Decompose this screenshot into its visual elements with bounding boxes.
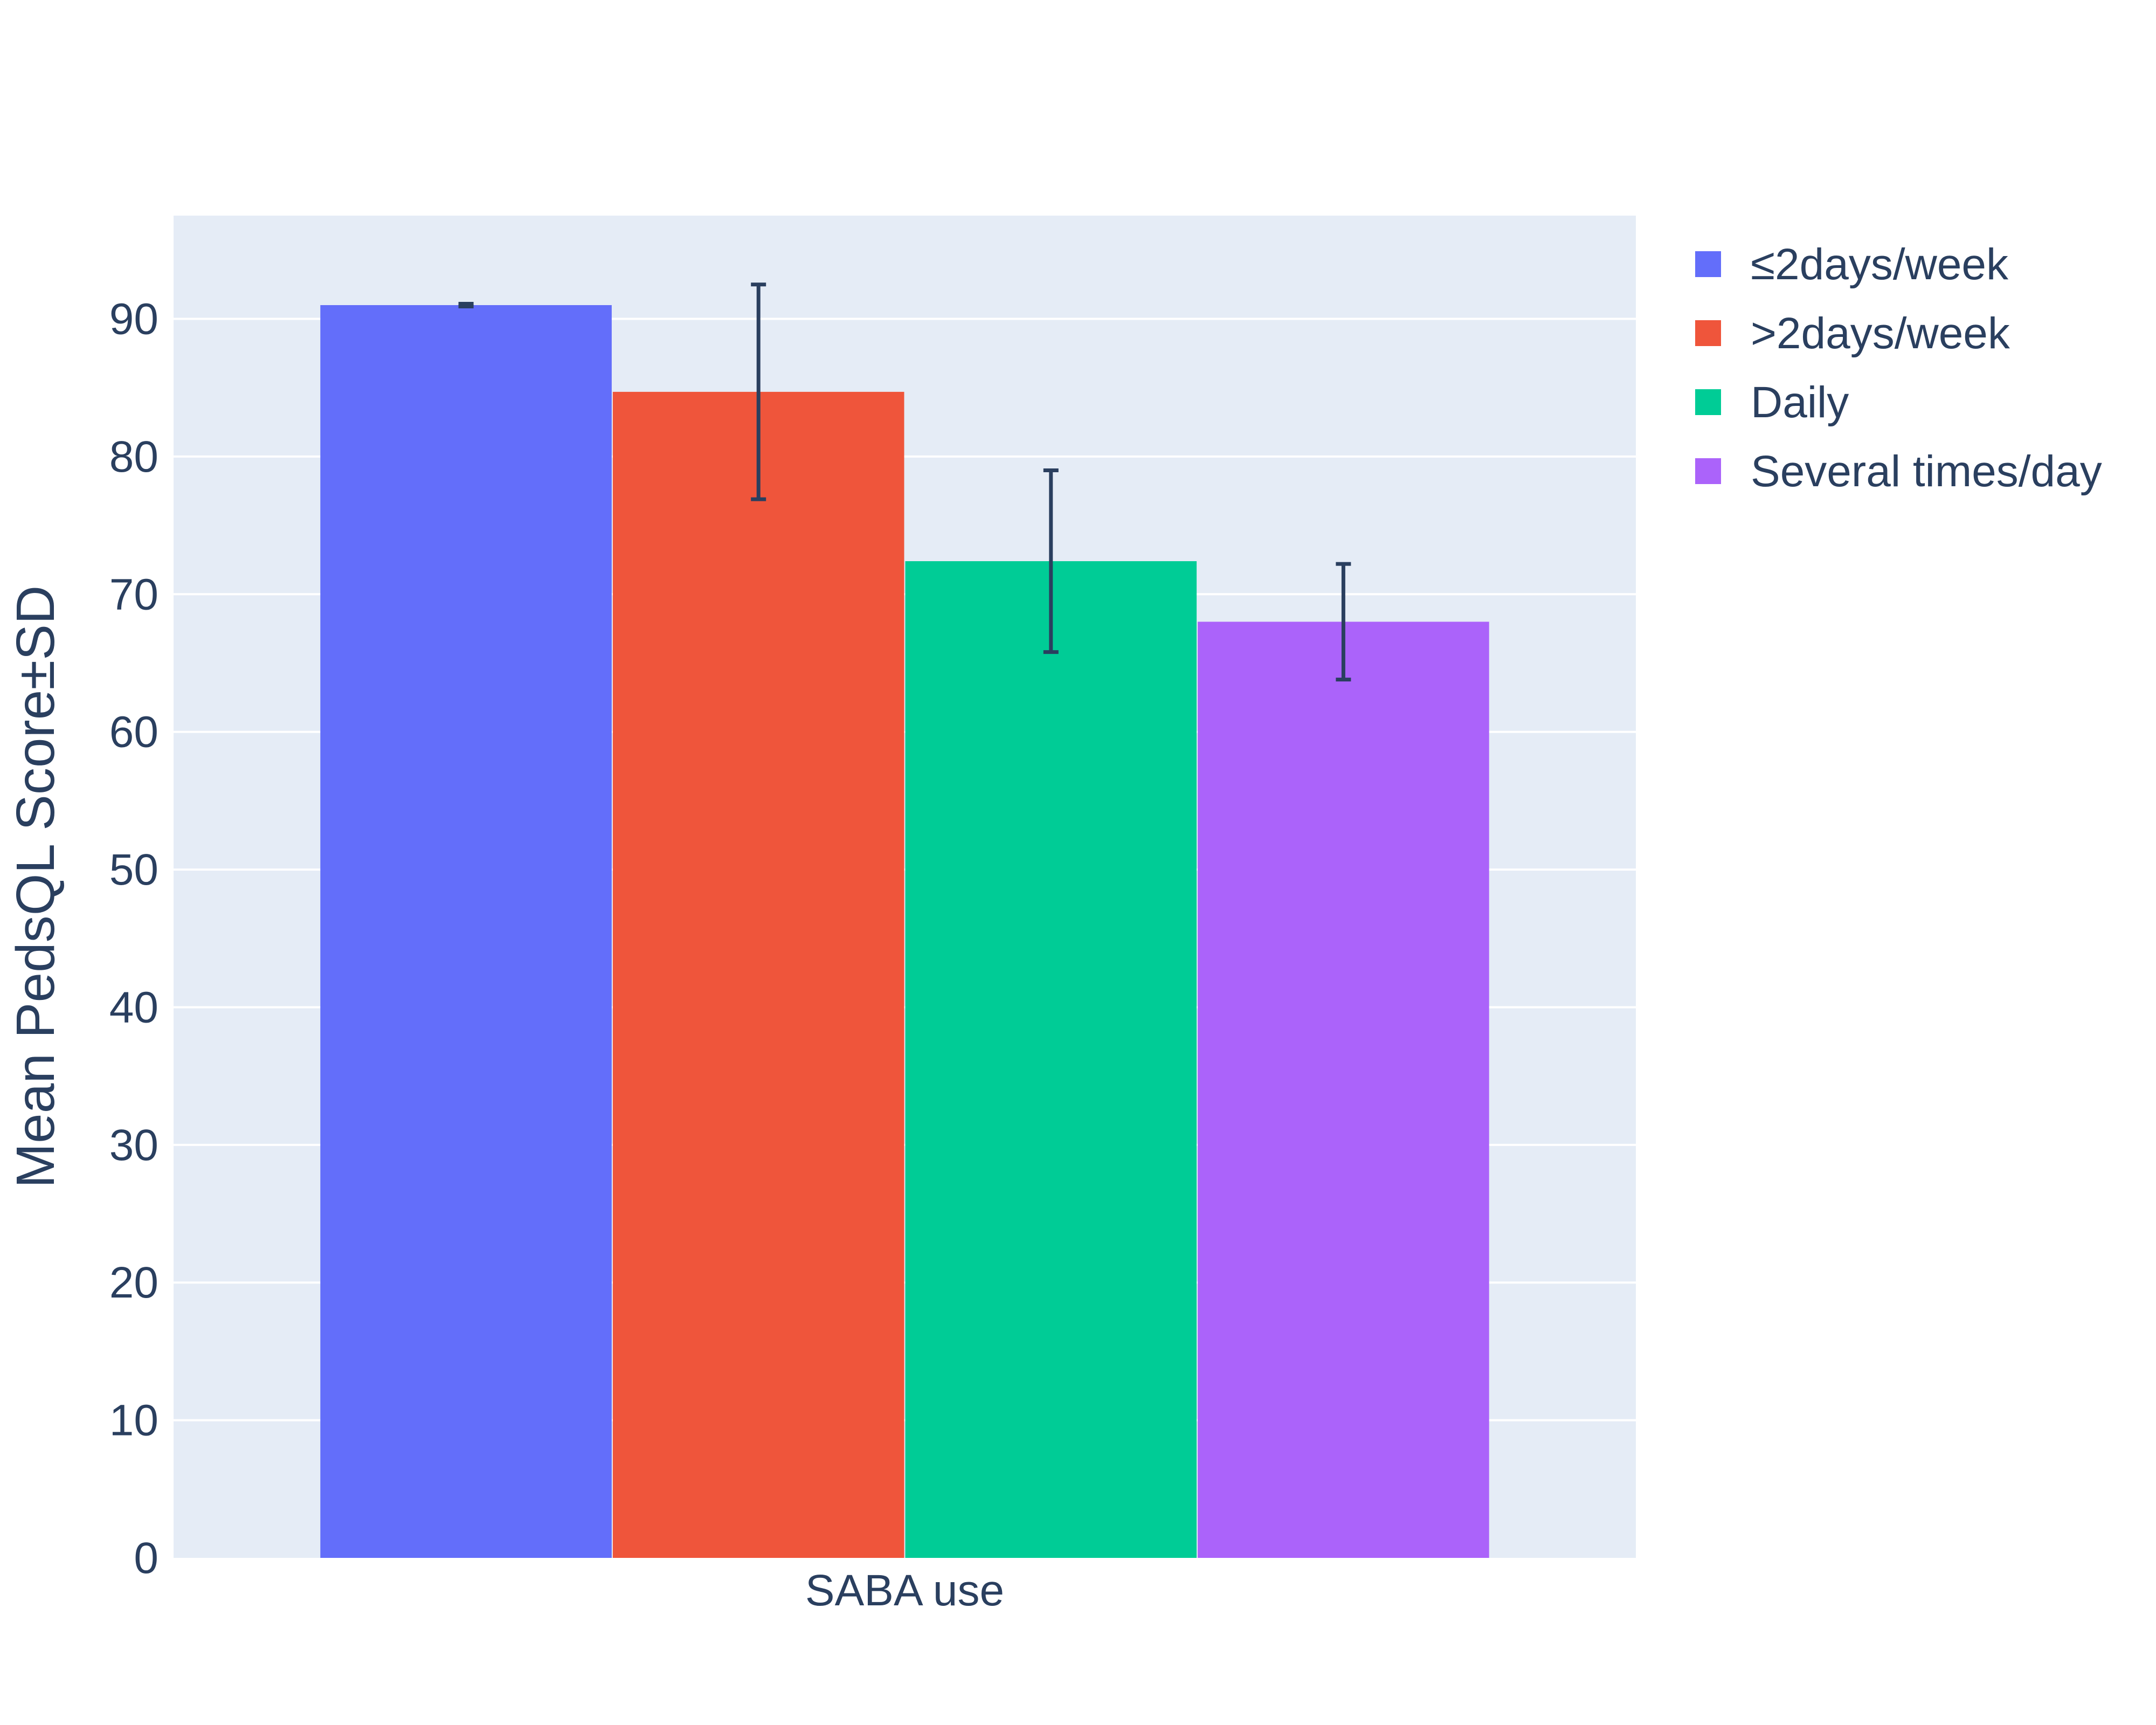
bar-several-times-day xyxy=(1198,622,1489,1558)
y-tick-label: 20 xyxy=(109,1258,158,1307)
legend-label: Daily xyxy=(1751,378,1849,427)
y-tick-label: 50 xyxy=(109,845,158,894)
legend: ≤2days/week >2days/week Daily Several times… xyxy=(1695,240,2102,496)
y-tick-label: 40 xyxy=(109,983,158,1032)
legend-label: ≤2days/week xyxy=(1751,240,2009,289)
bar-daily xyxy=(905,561,1197,1558)
legend-item[interactable]: Several times/day xyxy=(1695,447,2102,496)
error-bars xyxy=(458,282,1351,682)
bars xyxy=(320,305,1489,1558)
y-axis-title: Mean PedsQL Score±SD xyxy=(5,585,66,1188)
y-tick-label: 90 xyxy=(109,295,158,344)
legend-swatch xyxy=(1695,389,1721,415)
legend-swatch xyxy=(1695,320,1721,346)
y-tick-label: 80 xyxy=(109,432,158,481)
x-tick-label: SABA use xyxy=(805,1566,1004,1615)
legend-item[interactable]: ≤2days/week xyxy=(1695,240,2009,289)
y-tick-label: 0 xyxy=(134,1534,158,1583)
legend-label: Several times/day xyxy=(1751,447,2102,496)
y-tick-label: 10 xyxy=(109,1396,158,1445)
y-axis-ticks: 0 10 20 30 40 50 60 70 80 90 xyxy=(109,295,158,1583)
legend-item[interactable]: >2days/week xyxy=(1695,309,2010,358)
legend-swatch xyxy=(1695,251,1721,277)
bar-2days-week xyxy=(320,305,612,1558)
y-tick-label: 70 xyxy=(109,570,158,619)
legend-swatch xyxy=(1695,458,1721,484)
legend-item[interactable]: Daily xyxy=(1695,378,1849,427)
y-tick-label: 30 xyxy=(109,1121,158,1170)
x-axis-ticks: SABA use xyxy=(805,1566,1004,1615)
bar-2days-week xyxy=(612,391,904,1558)
legend-label: >2days/week xyxy=(1751,309,2010,358)
y-tick-label: 60 xyxy=(109,708,158,757)
